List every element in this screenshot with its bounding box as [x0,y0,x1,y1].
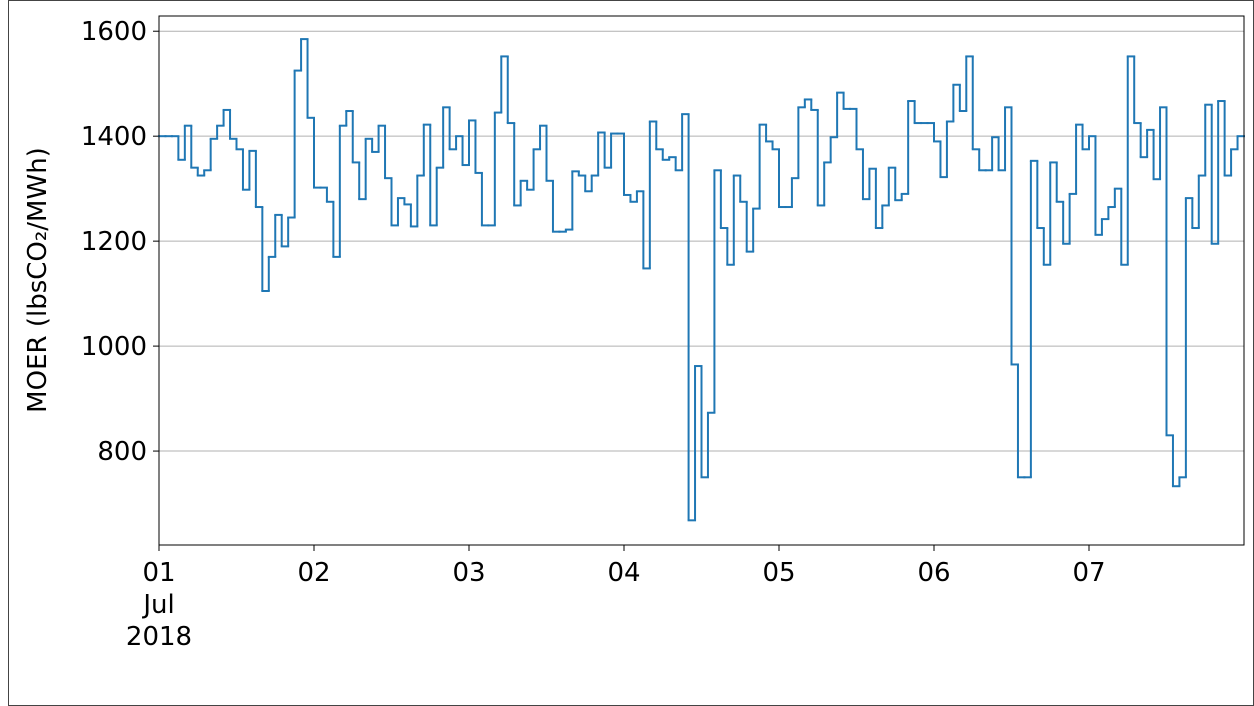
x-tick-label: 01 Jul 2018 [126,558,192,652]
x-tick-label: 04 [607,558,640,588]
frame [8,0,1254,706]
x-tick-label: 05 [762,558,795,588]
y-tick-label: 1400 [81,122,147,152]
x-tick-label: 03 [452,558,485,588]
plot-frame [158,15,1245,546]
y-axis-label: MOER (lbsCO₂/MWh) [23,147,53,413]
y-tick-label: 1600 [81,17,147,47]
x-tick-label: 07 [1072,558,1105,588]
y-tick-label: 1000 [81,332,147,362]
x-tick-label: 02 [297,558,330,588]
y-tick-label: 1200 [81,227,147,257]
x-tick-label: 06 [917,558,950,588]
y-tick-label: 800 [97,437,147,467]
step-line [158,38,1245,522]
